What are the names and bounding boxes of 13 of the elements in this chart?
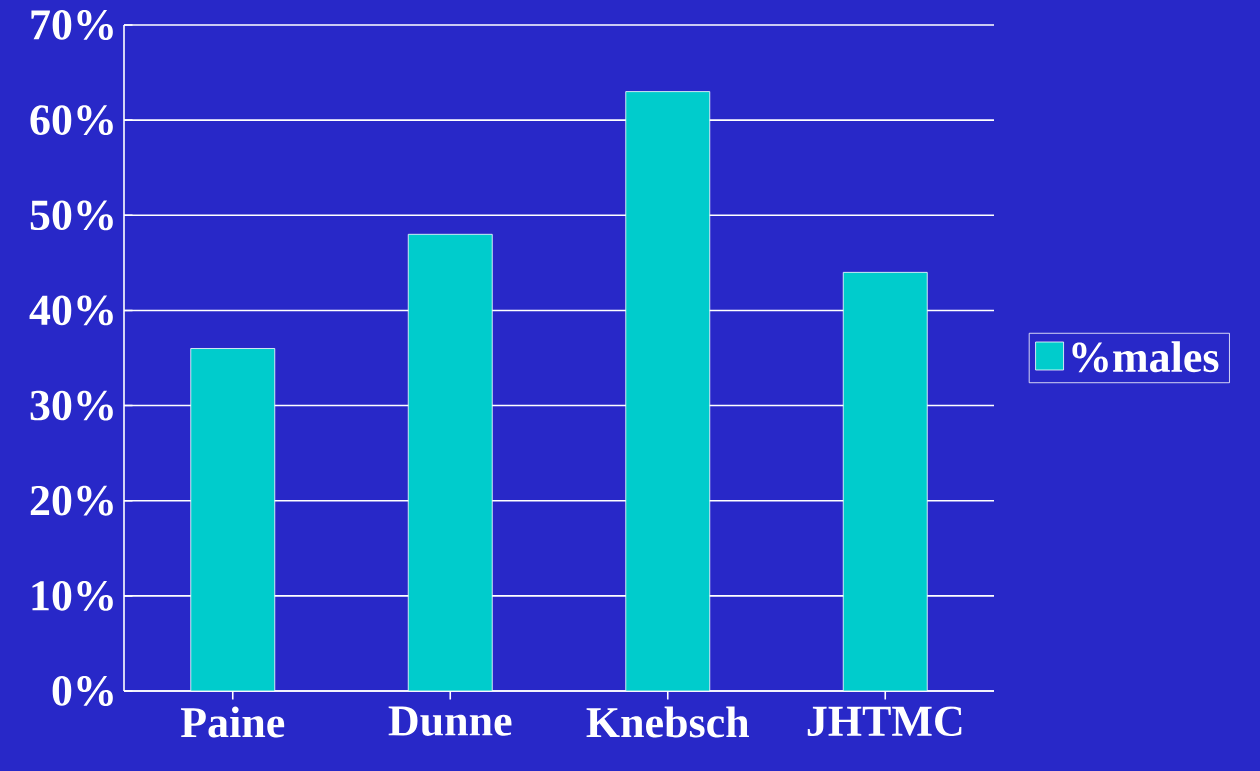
x-tick-label: Dunne <box>388 706 512 736</box>
x-tick-label: Paine <box>180 706 285 738</box>
x-tick-label: JHTMC <box>807 706 962 737</box>
y-tick-label: 0% <box>52 676 113 706</box>
y-tick-label: 10% <box>32 580 113 611</box>
y-tick-label: 50% <box>30 200 113 231</box>
y-tick-label: 30% <box>30 390 113 421</box>
x-tick-label: Knebsch <box>586 706 749 738</box>
legend-label: %males <box>1072 341 1219 373</box>
y-tick-label: 60% <box>30 105 113 136</box>
y-tick-label: 20% <box>30 485 113 516</box>
y-tick-label: 70% <box>31 10 113 40</box>
y-tick-label: 40% <box>29 295 113 326</box>
